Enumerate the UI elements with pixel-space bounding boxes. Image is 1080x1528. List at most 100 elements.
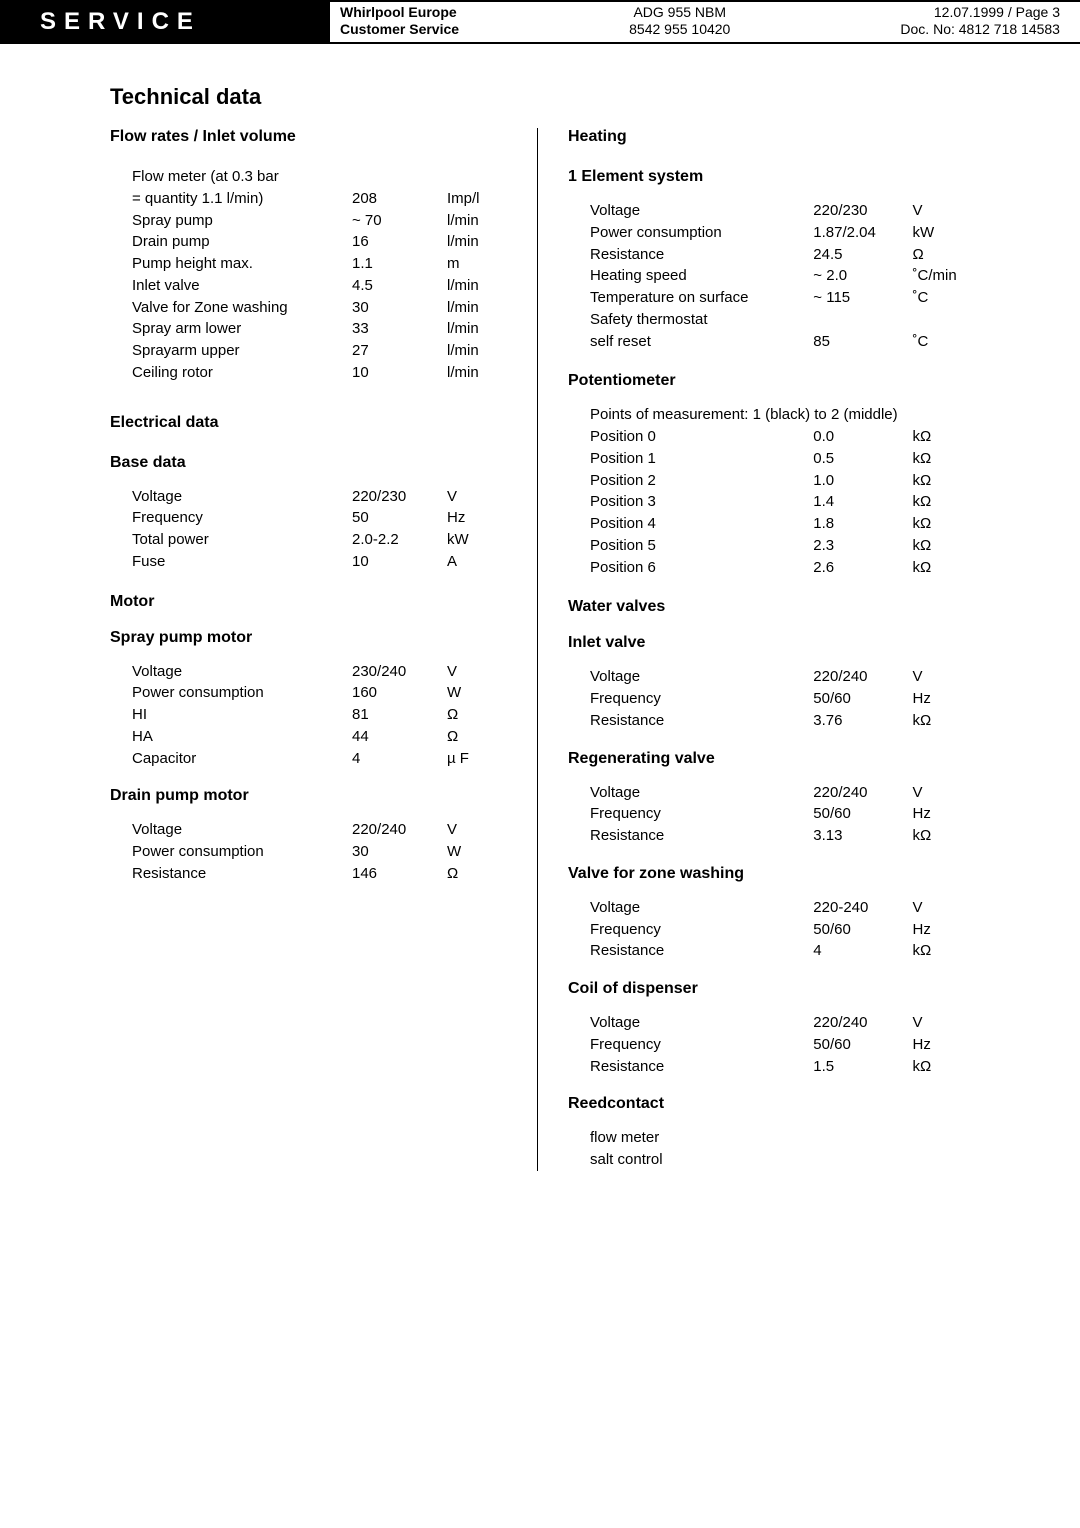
param-value: 50/60 (813, 919, 912, 941)
data-row: Voltage220/230V (590, 200, 982, 222)
param-label: Resistance (590, 825, 813, 847)
inlet-valve-heading: Inlet valve (568, 634, 982, 652)
param-unit: Hz (913, 688, 982, 710)
header-info: Whirlpool Europe Customer Service ADG 95… (330, 0, 1080, 44)
param-value: 220/240 (813, 666, 912, 688)
param-label: Frequency (590, 688, 813, 710)
zone-valve-table: Voltage220-240VFrequency50/60HzResistanc… (590, 897, 982, 962)
param-label: Position 0 (590, 426, 813, 448)
param-value: 10 (352, 362, 447, 384)
data-row: Voltage220/240V (590, 782, 982, 804)
param-unit: V (913, 1012, 982, 1034)
param-value: ~ 70 (352, 210, 447, 232)
param-value (352, 166, 447, 188)
param-value: ~ 115 (813, 287, 912, 309)
spray-pump-table: Voltage230/240VPower consumption160WHI81… (132, 661, 517, 770)
param-unit: l/min (447, 297, 517, 319)
param-unit: kΩ (913, 535, 982, 557)
param-value: 4 (352, 748, 447, 770)
data-row: Resistance3.13kΩ (590, 825, 982, 847)
base-data-table: Voltage220/230VFrequency50HzTotal power2… (132, 486, 517, 573)
param-unit: kW (913, 222, 982, 244)
data-row: Resistance1.5kΩ (590, 1056, 982, 1078)
param-value: 208 (352, 188, 447, 210)
data-row: Voltage230/240V (132, 661, 517, 683)
param-unit: kΩ (913, 557, 982, 579)
data-row: Frequency50/60Hz (590, 919, 982, 941)
reedcontact-list: flow metersalt control (590, 1127, 982, 1171)
model-col: ADG 955 NBM 8542 955 10420 (629, 4, 730, 40)
param-value: 2.6 (813, 557, 912, 579)
model-line1: ADG 955 NBM (633, 4, 726, 21)
base-data-heading: Base data (110, 454, 517, 472)
param-label: Resistance (590, 1056, 813, 1078)
param-value: 50/60 (813, 1034, 912, 1056)
data-row: Safety thermostat (590, 309, 982, 331)
data-row: Pump height max.1.1m (132, 253, 517, 275)
param-label: Resistance (590, 244, 813, 266)
param-unit: W (447, 841, 517, 863)
param-unit: V (913, 200, 982, 222)
data-row: Resistance146Ω (132, 863, 517, 885)
param-value: 2.3 (813, 535, 912, 557)
param-unit: kΩ (913, 448, 982, 470)
param-unit: kΩ (913, 426, 982, 448)
param-value: 1.1 (352, 253, 447, 275)
data-row: Spray arm lower33l/min (132, 318, 517, 340)
param-label: Valve for Zone washing (132, 297, 352, 319)
data-row: Resistance3.76kΩ (590, 710, 982, 732)
regen-valve-table: Voltage220/240VFrequency50/60HzResistanc… (590, 782, 982, 847)
right-column: Heating 1 Element system Voltage220/230V… (537, 128, 982, 1171)
param-unit: ˚C/min (913, 265, 982, 287)
param-unit: Hz (447, 507, 517, 529)
coil-dispenser-heading: Coil of dispenser (568, 980, 982, 998)
param-label: Position 6 (590, 557, 813, 579)
param-unit: V (447, 486, 517, 508)
param-label: Voltage (132, 819, 352, 841)
param-value: 2.0-2.2 (352, 529, 447, 551)
data-row: Position 41.8kΩ (590, 513, 982, 535)
meta-line1: 12.07.1999 / Page 3 (900, 4, 1060, 21)
param-label: Resistance (590, 940, 813, 962)
param-unit: Ω (447, 704, 517, 726)
param-unit: Ω (913, 244, 982, 266)
param-label: Power consumption (132, 841, 352, 863)
param-label: Voltage (132, 661, 352, 683)
param-unit: l/min (447, 318, 517, 340)
param-unit: l/min (447, 210, 517, 232)
param-unit: ˚C (913, 331, 982, 353)
data-row: Total power2.0-2.2kW (132, 529, 517, 551)
param-label: Temperature on surface (590, 287, 813, 309)
param-label: Inlet valve (132, 275, 352, 297)
page-header: SERVICE Whirlpool Europe Customer Servic… (0, 0, 1080, 44)
param-value (813, 309, 912, 331)
param-unit: Hz (913, 1034, 982, 1056)
param-unit: kΩ (913, 513, 982, 535)
content: Technical data Flow rates / Inlet volume… (0, 44, 1080, 1211)
data-row: Valve for Zone washing30l/min (132, 297, 517, 319)
param-unit: ˚C (913, 287, 982, 309)
electrical-data-heading: Electrical data (110, 414, 517, 432)
page: SERVICE Whirlpool Europe Customer Servic… (0, 0, 1080, 1211)
param-value: 220/240 (813, 782, 912, 804)
param-value: 33 (352, 318, 447, 340)
param-value: 220/230 (352, 486, 447, 508)
data-row: = quantity 1.1 l/min)208Imp/l (132, 188, 517, 210)
param-value: ~ 2.0 (813, 265, 912, 287)
param-label: Voltage (132, 486, 352, 508)
param-label: Spray arm lower (132, 318, 352, 340)
param-label: Voltage (590, 782, 813, 804)
data-row: Voltage220-240V (590, 897, 982, 919)
param-value: 30 (352, 297, 447, 319)
data-row: Resistance4kΩ (590, 940, 982, 962)
param-value: 0.5 (813, 448, 912, 470)
element-system-table: Voltage220/230VPower consumption1.87/2.0… (590, 200, 982, 352)
param-value: 1.87/2.04 (813, 222, 912, 244)
param-label: Total power (132, 529, 352, 551)
element-system-heading: 1 Element system (568, 168, 982, 186)
param-value: 10 (352, 551, 447, 573)
page-title: Technical data (110, 84, 980, 110)
param-unit: Ω (447, 863, 517, 885)
regen-valve-heading: Regenerating valve (568, 750, 982, 768)
potentiometer-table: Position 00.0kΩPosition 10.5kΩPosition 2… (590, 426, 982, 578)
